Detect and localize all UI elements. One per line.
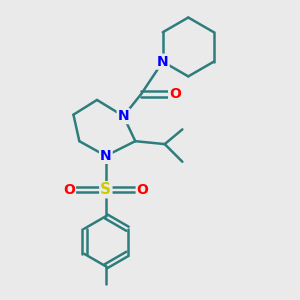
Text: S: S: [100, 182, 111, 197]
Text: N: N: [118, 109, 129, 123]
Text: N: N: [100, 149, 112, 163]
Text: O: O: [169, 87, 181, 101]
Text: O: O: [137, 183, 148, 197]
Text: N: N: [157, 55, 169, 69]
Text: O: O: [63, 183, 75, 197]
